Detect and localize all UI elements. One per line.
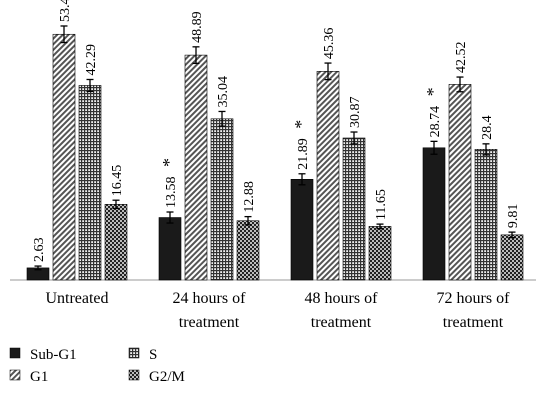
bar-g1-1 [184, 54, 208, 281]
data-label: 53.42 [58, 0, 73, 22]
data-label: 13.58 [164, 177, 179, 209]
legend-label: G1 [30, 369, 48, 385]
data-label: 45.36 [322, 28, 337, 60]
data-label: 28.74 [428, 106, 443, 138]
legend-swatch [128, 347, 140, 359]
plot-area: 2.63 13.58 21.89 28.74 53.42 48.89 45.36 42.52 4… [26, 0, 524, 281]
x-tick-label: treatment [311, 314, 372, 331]
bar-sub-g1-3 [422, 147, 446, 281]
bar-g1-0 [52, 33, 76, 281]
bar-g2-m-0 [104, 204, 128, 281]
bar-sub-g1-2 [290, 179, 314, 281]
data-label: 48.89 [190, 11, 205, 43]
data-label: 12.88 [242, 181, 257, 213]
x-tick-label: 48 hours of [305, 290, 379, 307]
significance-marker: * [423, 87, 443, 96]
x-tick-label: treatment [443, 314, 504, 331]
bar-sub-g1-1 [158, 217, 182, 281]
bar-g1-3 [448, 84, 472, 281]
x-tick-label: treatment [179, 314, 240, 331]
data-label: 11.65 [374, 189, 389, 220]
bar-s-0 [78, 85, 102, 281]
data-label: 28.4 [480, 115, 495, 140]
legend-label: Sub-G1 [30, 347, 77, 363]
legend-label: G2/M [149, 369, 185, 385]
data-label: 2.63 [32, 238, 47, 263]
legend-swatch [9, 347, 21, 359]
data-label: 9.81 [506, 204, 521, 229]
data-label: 35.04 [216, 76, 231, 108]
data-label: 21.89 [296, 138, 311, 170]
legend: Sub-G1 S G1 G2/M [9, 347, 185, 385]
x-tick-label: Untreated [45, 290, 108, 307]
bar-s-1 [210, 118, 234, 281]
significance-marker: * [159, 158, 179, 167]
legend-swatch [9, 369, 21, 381]
bar-g2-m-3 [500, 234, 524, 281]
significance-marker: * [291, 120, 311, 129]
legend-label: S [149, 347, 157, 363]
bar-s-2 [342, 137, 366, 281]
bar-g2-m-1 [236, 220, 260, 281]
data-label: 30.87 [348, 97, 363, 129]
legend-swatch [128, 369, 140, 381]
x-tick-label: 24 hours of [173, 290, 247, 307]
data-label: 16.45 [110, 165, 125, 197]
data-label: 42.52 [454, 42, 469, 74]
bar-g1-2 [316, 71, 340, 281]
x-axis-labels: Untreated 24 hours of treatment 48 hours of… [45, 290, 510, 331]
bar-s-3 [474, 149, 498, 281]
data-label: 42.29 [84, 44, 99, 76]
bar-g2-m-2 [368, 226, 392, 281]
x-tick-label: 72 hours of [437, 290, 511, 307]
